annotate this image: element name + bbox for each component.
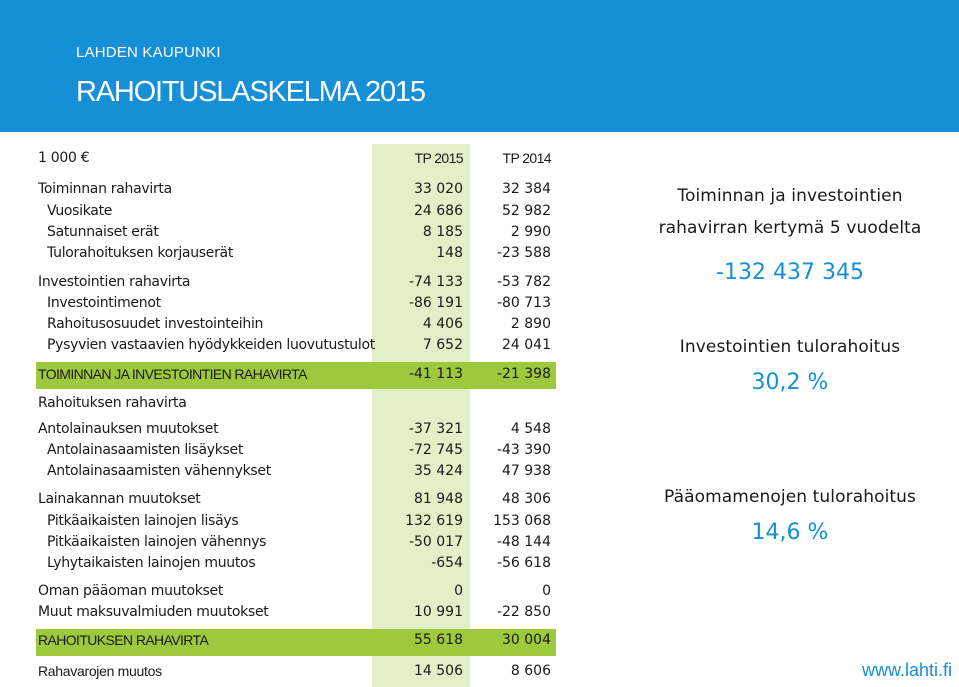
highlight-band-toiminnan [36, 362, 556, 389]
organization-name: LAHDEN KAUPUNKI [76, 44, 221, 61]
website-link[interactable]: www.lahti.fi [862, 660, 953, 680]
column-header-tp2014: TP 2014 [502, 150, 552, 166]
investment-financing-label: Investointien tulorahoitus [679, 337, 901, 357]
cumulative-cash-flow-value: -132 437 345 [716, 260, 864, 285]
summary-line-1: Toiminnan ja investointien [677, 186, 903, 206]
capital-financing-label: Pääomamenojen tulorahoitus [663, 487, 917, 507]
page-title: RAHOITUSLASKELMA 2015 [76, 76, 426, 108]
highlight-band-rahoituksen [36, 629, 556, 656]
investment-financing-value: 30,2 % [751, 370, 829, 395]
column-header-tp2015: TP 2015 [414, 150, 464, 166]
summary-line-2: rahavirran kertymä 5 vuodelta [658, 218, 922, 238]
header-banner: LAHDEN KAUPUNKI RAHOITUSLASKELMA 2015 [0, 0, 959, 132]
capital-financing-value: 14,6 % [751, 520, 829, 545]
tp2015-column-highlight [372, 144, 470, 687]
unit-label: 1 000 € [38, 150, 90, 166]
